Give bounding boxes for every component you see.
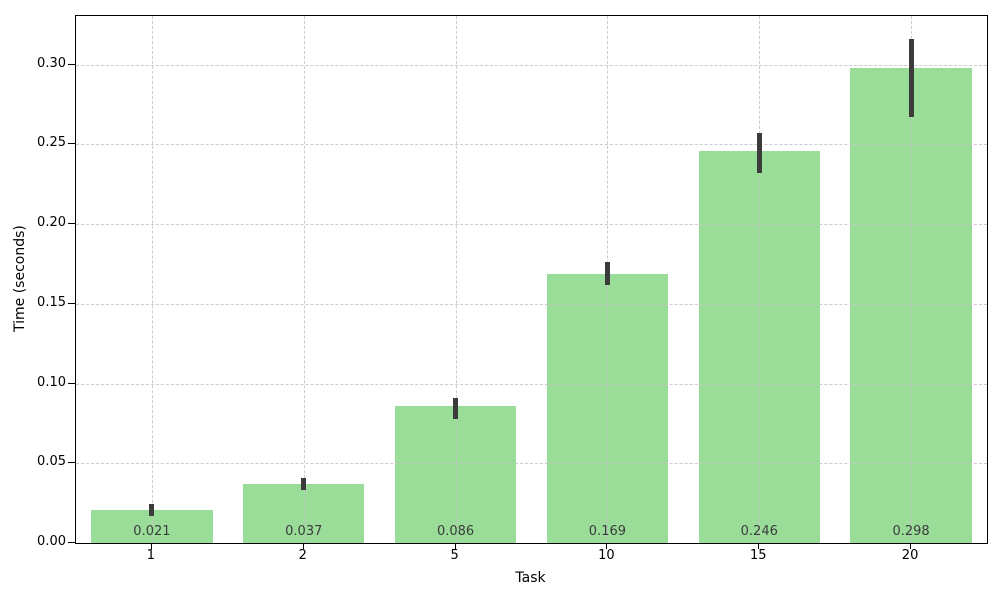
y-tick-label: 0.25: [37, 135, 66, 151]
x-axis-tick: [758, 543, 760, 549]
y-tick-label: 0.10: [37, 374, 66, 390]
x-axis-tick: [910, 543, 912, 549]
x-axis-tick: [454, 543, 456, 549]
error-bar: [149, 503, 155, 516]
y-axis-tick: [68, 382, 75, 384]
bar-value-label: 0.169: [588, 524, 627, 539]
bar-value-label: 0.037: [285, 524, 323, 539]
y-axis-tick: [68, 143, 75, 145]
x-tick-label: 20: [901, 548, 919, 563]
horizontal-gridline: [76, 224, 987, 226]
horizontal-gridline: [76, 463, 987, 465]
error-bar: [604, 262, 610, 285]
plot-area: 0.021 0.037 0.086 0.169 0.246 0.298: [75, 15, 988, 544]
bar-value-label: 0.021: [133, 524, 171, 539]
error-bar: [756, 133, 762, 174]
vertical-gridline: [911, 16, 913, 543]
y-tick-label: 0.30: [37, 55, 66, 71]
vertical-gridline: [151, 16, 153, 543]
x-tick-label: 15: [749, 548, 767, 563]
vertical-gridline: [455, 16, 457, 543]
bar-value-label: 0.086: [436, 524, 475, 539]
y-tick-label: 0.15: [37, 294, 66, 310]
bar-value-label: 0.246: [740, 524, 778, 539]
horizontal-gridline: [76, 144, 987, 146]
y-tick-label: 0.20: [37, 215, 66, 231]
x-axis-tick: [302, 543, 304, 549]
bar: [698, 150, 820, 543]
error-bar: [453, 397, 459, 419]
vertical-gridline: [759, 16, 761, 543]
x-tick-label: 2: [298, 548, 307, 563]
x-tick-label: 5: [450, 548, 459, 563]
bar: [243, 484, 365, 543]
y-axis-tick: [68, 462, 75, 464]
y-axis-tick: [68, 302, 75, 304]
vertical-gridline: [303, 16, 305, 543]
bar-value-label: 0.298: [892, 524, 930, 539]
y-tick-label: 0.05: [37, 454, 66, 470]
horizontal-gridline: [76, 383, 987, 385]
y-tick-label: 0.00: [37, 534, 66, 549]
x-axis-tick: [606, 543, 608, 549]
error-bar: [301, 477, 307, 491]
x-tick-label: 10: [598, 548, 615, 563]
y-axis-tick: [68, 63, 75, 65]
error-bar: [908, 39, 914, 118]
horizontal-gridline: [76, 303, 987, 305]
x-axis-label: Task: [515, 570, 546, 586]
bar: [546, 273, 669, 543]
horizontal-gridline: [76, 64, 987, 66]
x-axis-tick: [150, 543, 152, 549]
x-tick-label: 1: [146, 548, 156, 563]
y-axis-tick: [68, 223, 75, 225]
y-axis-tick: [68, 542, 75, 543]
bar: [394, 405, 517, 543]
